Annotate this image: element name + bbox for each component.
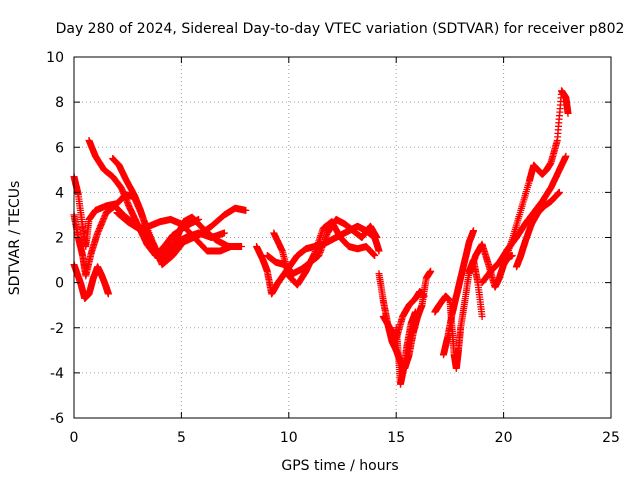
y-tick-label: 10 <box>46 50 64 66</box>
series-11 <box>392 308 419 388</box>
series-4 <box>109 155 245 264</box>
y-tick-label: 4 <box>55 185 64 201</box>
x-axis-label: GPS time / hours <box>281 458 398 474</box>
y-tick-label: -6 <box>50 411 64 427</box>
series-8-markers <box>263 215 381 278</box>
y-tick-label: -2 <box>50 321 64 337</box>
x-tick-label: 10 <box>280 430 298 446</box>
y-tick-label: 8 <box>55 95 64 111</box>
series-5 <box>113 209 235 255</box>
x-tick-label: 15 <box>387 430 405 446</box>
series-7 <box>270 218 379 289</box>
series-15 <box>478 152 570 287</box>
y-tick-label: 2 <box>55 231 64 247</box>
series-5-markers <box>113 209 235 255</box>
series-4-markers <box>109 155 245 264</box>
data-points <box>70 87 572 388</box>
series-8 <box>263 215 381 278</box>
x-tick-label: 5 <box>177 430 186 446</box>
series-16 <box>500 87 572 269</box>
series-15-markers <box>478 152 570 287</box>
series-17 <box>513 188 563 271</box>
y-tick-label: 6 <box>55 140 64 156</box>
series-11-markers <box>392 308 419 388</box>
x-tick-label: 20 <box>495 430 513 446</box>
x-tick-label: 0 <box>70 430 79 446</box>
axis-ticks <box>73 56 612 419</box>
chart-title: Day 280 of 2024, Sidereal Day-to-day VTE… <box>56 21 625 37</box>
series-17-markers <box>513 188 563 271</box>
tick-labels: 0 5 10 15 20 25 -6 -4 -2 0 2 4 6 8 10 <box>46 50 620 446</box>
series-13-markers <box>440 227 477 359</box>
y-tick-label: 0 <box>55 276 64 292</box>
y-axis-label: SDTVAR / TECUs <box>7 181 23 296</box>
series-16-markers <box>500 87 572 269</box>
series-7-markers <box>270 218 379 289</box>
x-tick-label: 25 <box>602 430 620 446</box>
y-tick-label: -4 <box>50 366 64 382</box>
series-13 <box>440 227 477 359</box>
